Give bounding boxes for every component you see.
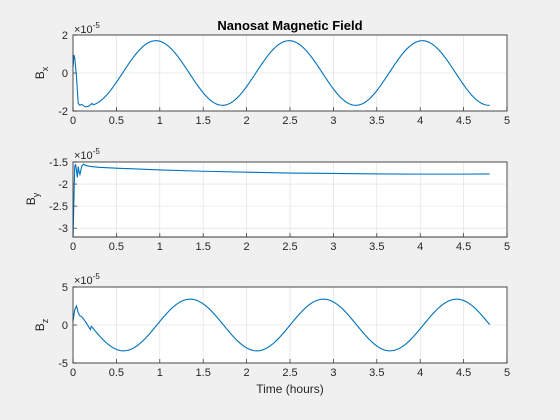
axes-border-by xyxy=(72,161,508,238)
y-tick-label: 5 xyxy=(62,282,68,294)
x-tick-label: 0.5 xyxy=(109,115,124,127)
x-tick-label: 2 xyxy=(244,241,250,253)
x-tick-label: 3.5 xyxy=(369,241,384,253)
exponent-base-by: ×10 xyxy=(74,150,93,162)
x-tick-label: 3 xyxy=(330,115,336,127)
ticks-by: 0 0.5 1 1.5 2 2.5 3 3.5 4 4.5 5 -1.5 -2 -2.5 -3 xyxy=(49,157,510,253)
ylabel-bx-sub: x xyxy=(40,66,50,71)
exponent-label-by: ×10-5 xyxy=(74,147,100,162)
x-tick-label: 4 xyxy=(417,367,423,379)
x-tick-label: 1 xyxy=(157,241,163,253)
x-tick-label: 4.5 xyxy=(456,115,471,127)
ylabel-by-main: B xyxy=(24,197,38,205)
x-tick-label: 2.5 xyxy=(282,115,297,127)
exponent-label-bz: ×10-5 xyxy=(74,272,100,287)
ticks-bx: 0 0.5 1 1.5 2 2.5 3 3.5 4 4.5 520-2 xyxy=(58,30,510,127)
y-tick-label: -2.5 xyxy=(49,201,68,213)
y-tick-label: -1.5 xyxy=(49,157,68,169)
exponent-power-bx: -5 xyxy=(93,21,101,30)
axes-border-bz xyxy=(72,286,508,364)
x-tick-label: 1.5 xyxy=(196,115,211,127)
y-tick-label: 0 xyxy=(62,320,68,332)
subplot-by: 0 0.5 1 1.5 2 2.5 3 3.5 4 4.5 5-1.5-2-2.5-3 ×10-5 … xyxy=(24,147,510,253)
x-tick-label: 4 xyxy=(417,241,423,253)
y-tick-label: -3 xyxy=(58,223,68,235)
x-tick-label: 5 xyxy=(504,367,510,379)
x-tick-label: 1 xyxy=(157,367,163,379)
x-tick-label: 0.5 xyxy=(109,241,124,253)
x-tick-label: 5 xyxy=(504,115,510,127)
series-line-bz xyxy=(72,298,491,352)
subplot-bz: 0 0.5 1 1.5 2 2.5 3 3.5 4 4.5 550-5 ×10-5 Bz Time … xyxy=(33,272,510,396)
ylabel-by: By xyxy=(24,192,41,205)
exponent-base-bz: ×10 xyxy=(74,275,93,287)
ylabel-bz-main: B xyxy=(33,323,47,331)
y-tick-label: 0 xyxy=(62,68,68,80)
ticks-bz: 0 0.5 1 1.5 2 2.5 3 3.5 4 4.5 550-5 xyxy=(58,282,510,379)
ylabel-bz-sub: z xyxy=(40,318,50,323)
ylabel-bx-main: B xyxy=(33,71,47,79)
x-tick-label: 3 xyxy=(330,367,336,379)
x-tick-label: 1 xyxy=(157,115,163,127)
chart-title: Nanosat Magnetic Field xyxy=(217,18,362,33)
x-tick-label: 3.5 xyxy=(369,367,384,379)
series-line-by xyxy=(72,163,490,238)
x-tick-label: 2 xyxy=(244,367,250,379)
x-tick-label: 0.5 xyxy=(109,367,124,379)
x-tick-label: 3.5 xyxy=(369,115,384,127)
x-tick-label: 3 xyxy=(330,241,336,253)
y-tick-label: -2 xyxy=(58,106,68,118)
exponent-power-bz: -5 xyxy=(93,272,101,281)
subplot-bx: 0 0.5 1 1.5 2 2.5 3 3.5 4 4.5 520-2 Nanosat Magnet… xyxy=(33,18,510,127)
ylabel-bz: Bz xyxy=(33,318,50,331)
ylabel-by-sub: y xyxy=(31,192,41,197)
y-tick-label: -2 xyxy=(58,179,68,191)
xlabel: Time (hours) xyxy=(256,382,324,396)
x-tick-label: 2.5 xyxy=(282,367,297,379)
exponent-power-by: -5 xyxy=(93,147,101,156)
axes-border-bx xyxy=(72,34,508,112)
x-tick-label: 4 xyxy=(417,115,423,127)
x-tick-label: 4.5 xyxy=(456,241,471,253)
exponent-base-bx: ×10 xyxy=(74,24,93,36)
x-tick-label: 1.5 xyxy=(196,241,211,253)
x-tick-label: 0 xyxy=(70,115,76,127)
x-tick-label: 0 xyxy=(70,241,76,253)
y-tick-label: 2 xyxy=(62,30,68,42)
x-tick-label: 0 xyxy=(70,367,76,379)
series-line-bx xyxy=(72,40,490,108)
x-tick-label: 2.5 xyxy=(282,241,297,253)
y-tick-label: -5 xyxy=(58,358,68,370)
x-tick-label: 2 xyxy=(244,115,250,127)
exponent-label-bx: ×10-5 xyxy=(74,21,100,36)
x-tick-label: 4.5 xyxy=(456,367,471,379)
x-tick-label: 1.5 xyxy=(196,367,211,379)
x-tick-label: 5 xyxy=(504,241,510,253)
ylabel-bx: Bx xyxy=(33,66,50,79)
